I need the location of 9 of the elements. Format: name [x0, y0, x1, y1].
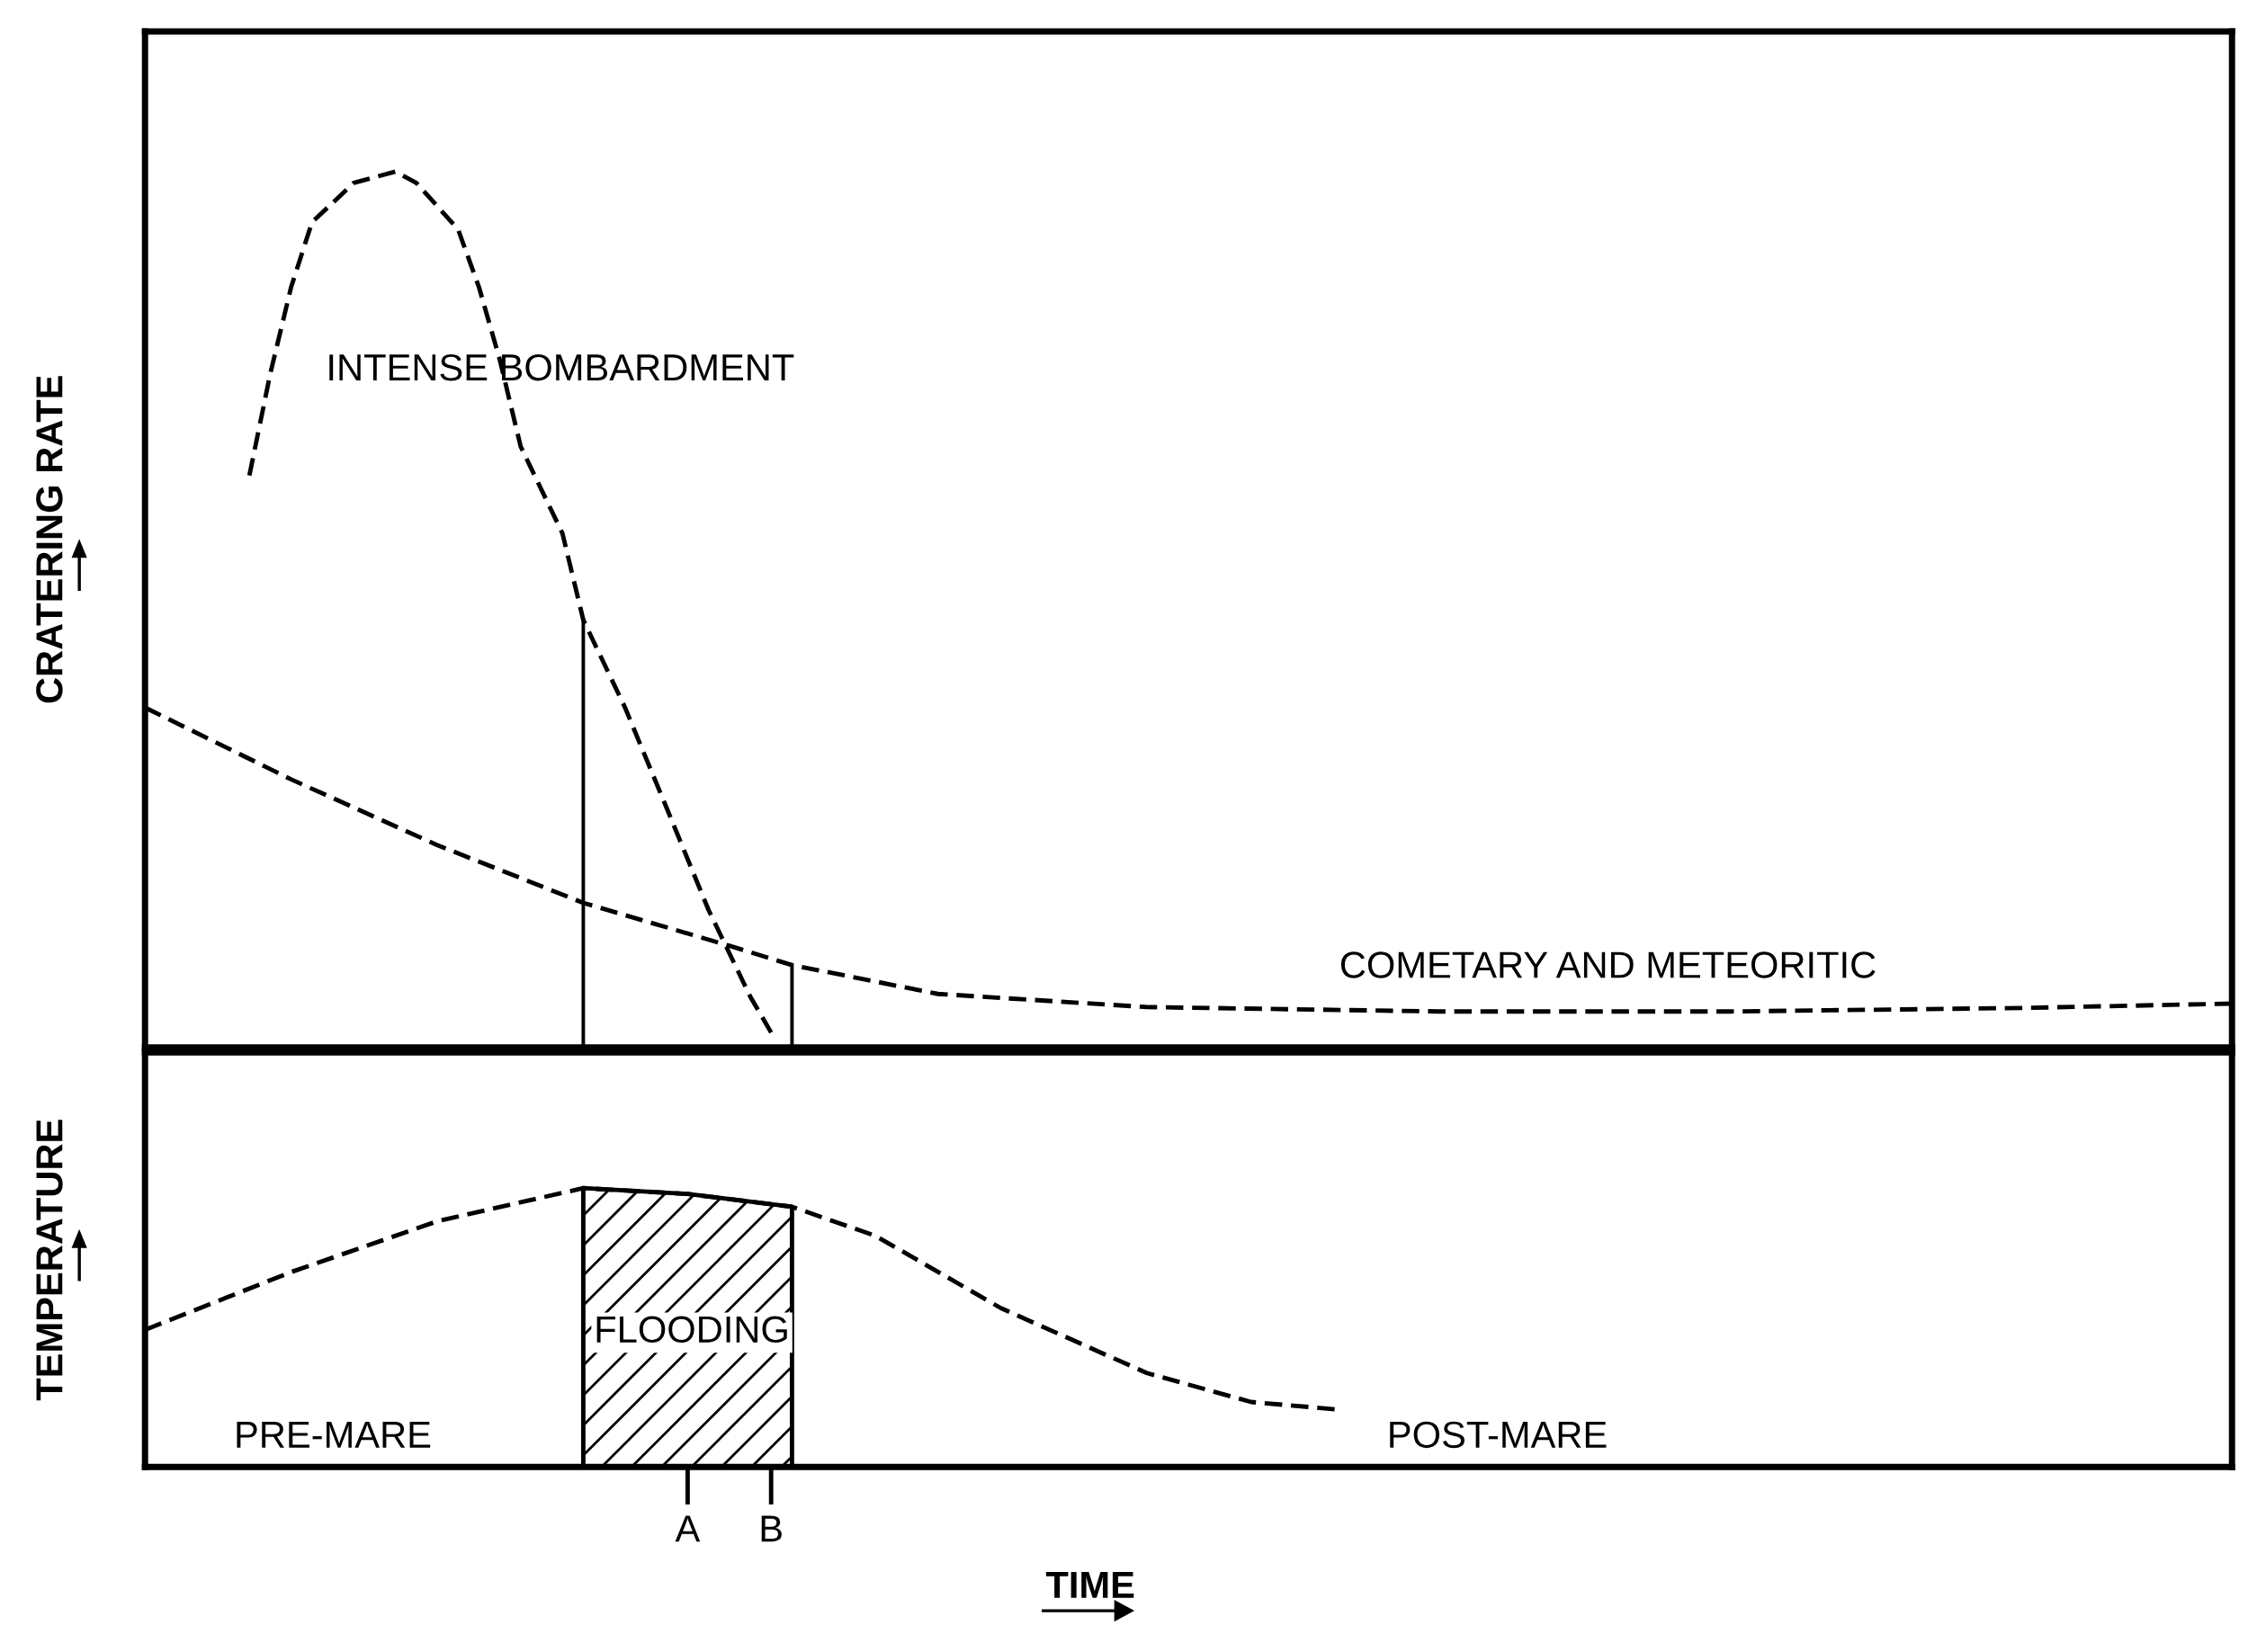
x-tick-label: A	[675, 1515, 701, 1542]
x-tick-label: B	[761, 1515, 782, 1542]
y-axis-title: TEMPERATURE	[36, 1120, 63, 1401]
x-axis-title: TIME	[1045, 1572, 1134, 1598]
y-axis-title: CRATERING RATE	[36, 376, 63, 703]
annotation: COMETARY AND METEORITIC	[1340, 951, 1876, 978]
annotation: PRE-MARE	[237, 1422, 431, 1448]
annotation: POST-MARE	[1390, 1421, 1607, 1449]
annotation: FLOODING	[596, 1316, 787, 1344]
